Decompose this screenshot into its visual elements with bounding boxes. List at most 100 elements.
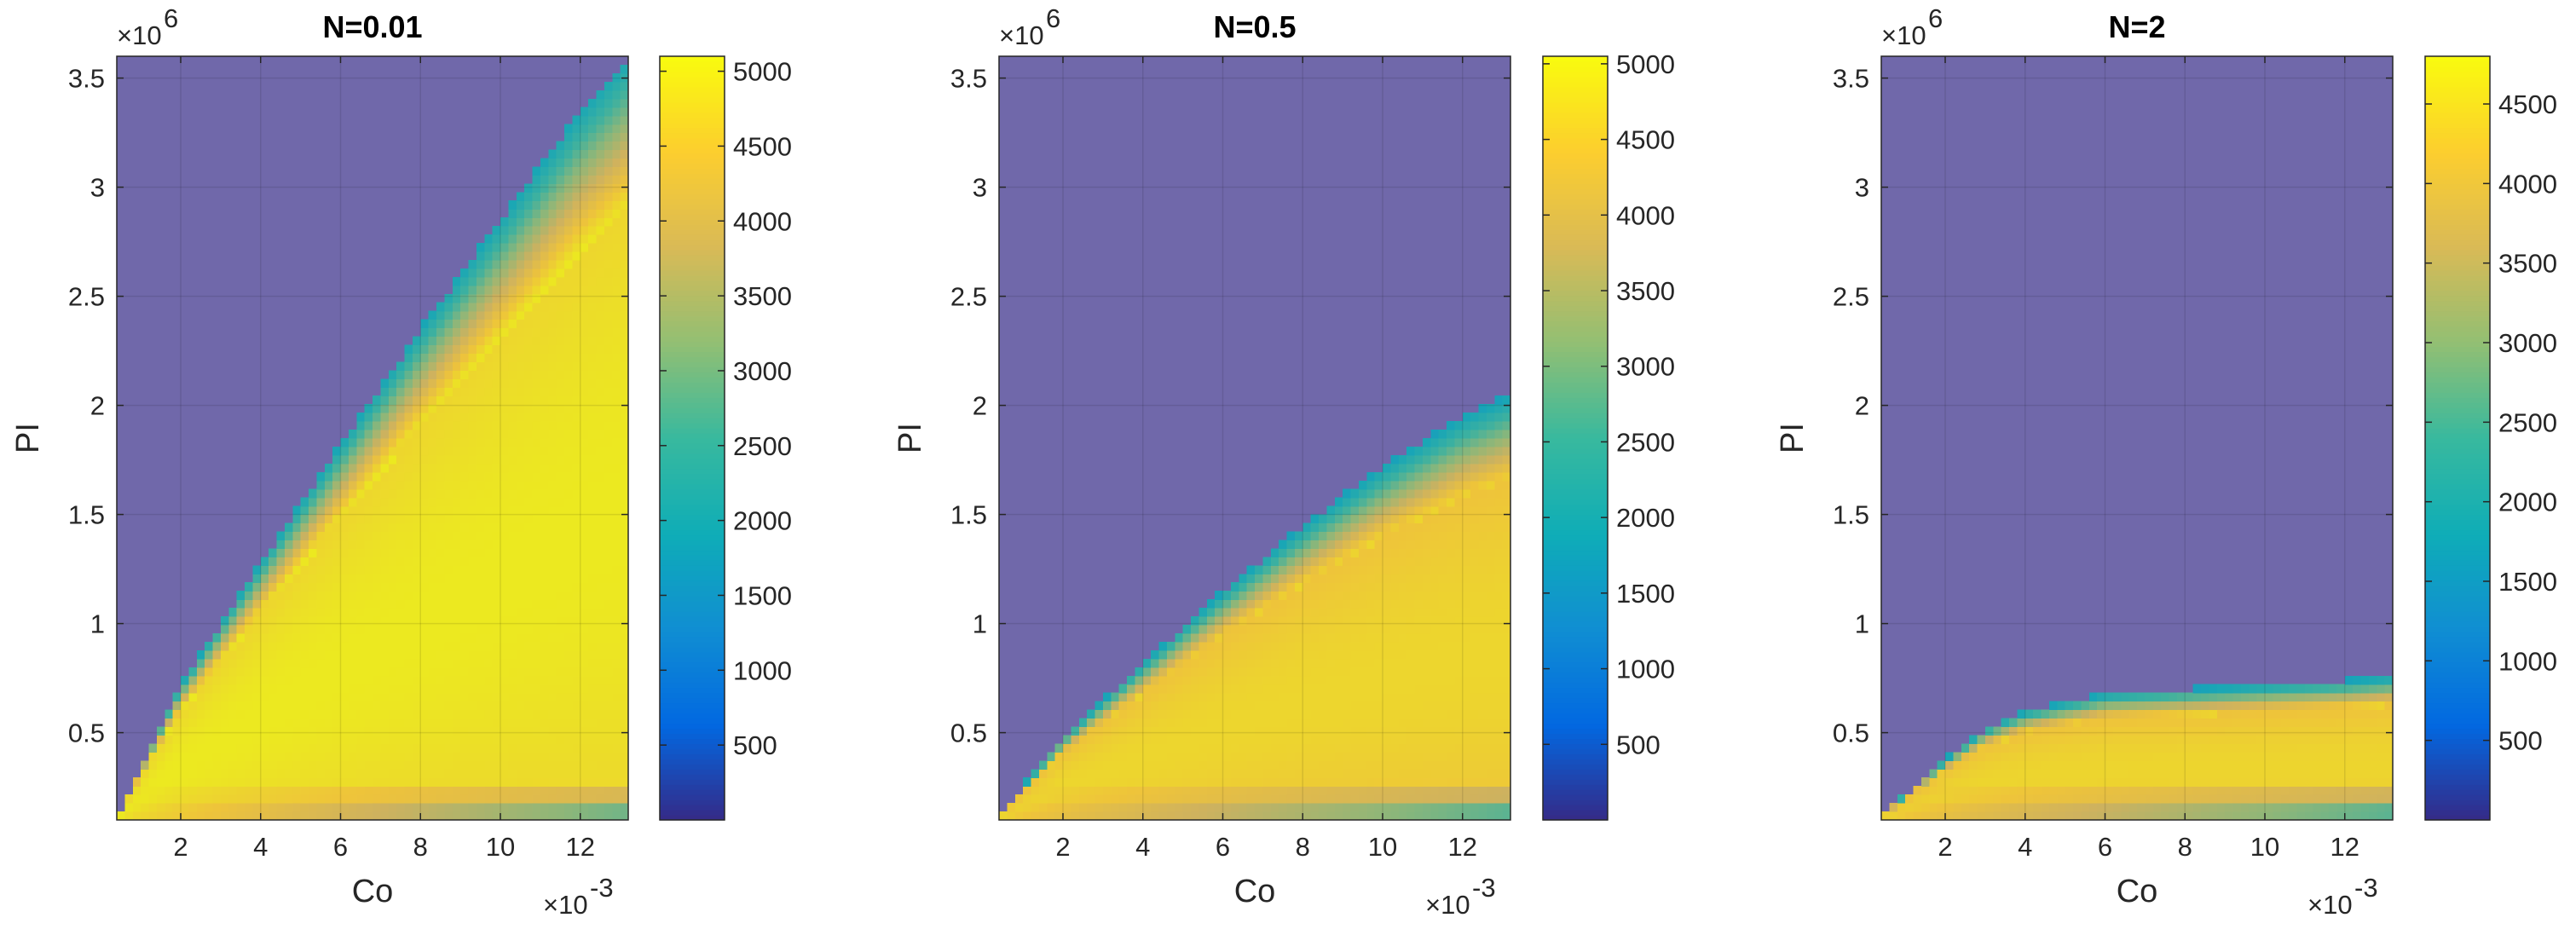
heatmap-cell: [1063, 735, 1071, 744]
heatmap-cell: [269, 811, 278, 821]
heatmap-cell: [269, 726, 278, 736]
heatmap-cell: [1447, 616, 1455, 626]
heatmap-cell: [532, 625, 541, 634]
heatmap-cell: [428, 438, 437, 447]
heatmap-cell: [1215, 811, 1224, 821]
heatmap-cell: [373, 811, 381, 821]
heatmap-cell: [1294, 574, 1303, 583]
heatmap-cell: [612, 769, 621, 778]
heatmap-cell: [1230, 649, 1239, 660]
heatmap-cell: [436, 540, 445, 550]
heatmap-cell: [1398, 540, 1407, 550]
heatmap-cell: [1255, 811, 1263, 821]
heatmap-cell: [492, 302, 501, 312]
heatmap-cell: [556, 667, 565, 677]
heatmap-cell: [412, 557, 421, 566]
heatmap-cell: [604, 480, 613, 490]
heatmap-cell: [436, 497, 445, 507]
heatmap-cell: [1383, 540, 1391, 550]
heatmap-cell: [612, 293, 621, 303]
heatmap-cell: [1142, 786, 1152, 795]
heatmap-cell: [548, 811, 557, 821]
heatmap-cell: [324, 718, 333, 728]
heatmap-cell: [412, 387, 421, 396]
heatmap-cell: [388, 692, 397, 702]
heatmap-cell: [484, 658, 494, 668]
heatmap-cell: [220, 726, 229, 736]
heatmap-cell: [572, 658, 581, 668]
heatmap-cell: [1414, 675, 1424, 685]
heatmap-cell: [564, 709, 573, 719]
heatmap-cell: [380, 488, 390, 499]
heatmap-cell: [596, 243, 605, 252]
heatmap-cell: [524, 268, 534, 278]
heatmap-cell: [436, 413, 445, 422]
heatmap-cell: [508, 743, 517, 753]
heatmap-cell: [404, 378, 413, 388]
heatmap-cell: [380, 446, 390, 456]
heatmap-cell: [596, 89, 605, 100]
heatmap-cell: [516, 497, 525, 507]
heatmap-cell: [228, 641, 238, 651]
heatmap-cell: [1430, 709, 1440, 719]
heatmap-cell: [420, 684, 430, 694]
heatmap-cell: [564, 769, 573, 778]
heatmap-cell: [444, 446, 453, 456]
heatmap-cell: [396, 514, 406, 524]
heatmap-cell: [1350, 709, 1360, 719]
heatmap-cell: [1279, 752, 1288, 761]
colorbar-segment: [660, 753, 725, 759]
heatmap-cell: [452, 684, 461, 694]
heatmap-cell: [309, 684, 317, 694]
colorbar-segment: [660, 209, 725, 215]
heatmap-cell: [492, 684, 501, 694]
heatmap-cell: [596, 540, 605, 550]
heatmap-cell: [404, 625, 413, 634]
colorbar-segment: [660, 254, 725, 261]
heatmap-cell: [532, 591, 541, 600]
heatmap-cell: [1127, 769, 1135, 778]
heatmap-cell: [500, 514, 509, 524]
heatmap-cell: [332, 608, 342, 617]
heatmap-cell: [1398, 777, 1407, 787]
heatmap-cell: [620, 726, 629, 736]
heatmap-cell: [1319, 557, 1327, 566]
heatmap-cell: [332, 531, 342, 541]
heatmap-cell: [604, 430, 613, 439]
heatmap-cell: [1319, 582, 1327, 592]
heatmap-cell: [572, 649, 581, 660]
heatmap-cell: [396, 438, 406, 447]
heatmap-cell: [436, 480, 445, 490]
heatmap-cell: [1158, 684, 1168, 694]
heatmap-cell: [604, 175, 613, 184]
heatmap-cell: [604, 192, 613, 201]
heatmap-cell: [300, 658, 309, 668]
heatmap-cell: [1023, 794, 1032, 804]
heatmap-cell: [1038, 794, 1048, 804]
heatmap-cell: [373, 692, 381, 702]
heatmap-cell: [1334, 531, 1343, 541]
heatmap-cell: [1063, 752, 1071, 761]
heatmap-cell: [572, 522, 581, 533]
heatmap-cell: [1454, 794, 1464, 804]
heatmap-cell: [1414, 480, 1424, 490]
heatmap-cell: [476, 293, 485, 303]
heatmap-cell: [1390, 565, 1400, 574]
heatmap-cell: [588, 591, 598, 600]
heatmap-cell: [1095, 803, 1104, 812]
heatmap-cell: [564, 786, 573, 795]
heatmap-cell: [1462, 421, 1471, 430]
heatmap-cell: [1374, 769, 1383, 778]
heatmap-cell: [604, 158, 613, 168]
heatmap-cell: [404, 760, 413, 770]
heatmap-cell: [468, 743, 477, 753]
heatmap-cell: [604, 243, 613, 252]
heatmap-cell: [572, 769, 581, 778]
heatmap-cell: [1366, 658, 1376, 668]
heatmap-cell: [380, 548, 390, 557]
heatmap-cell: [388, 591, 397, 600]
heatmap-cell: [1310, 522, 1320, 533]
heatmap-cell: [332, 471, 342, 482]
heatmap-cell: [1430, 616, 1440, 626]
